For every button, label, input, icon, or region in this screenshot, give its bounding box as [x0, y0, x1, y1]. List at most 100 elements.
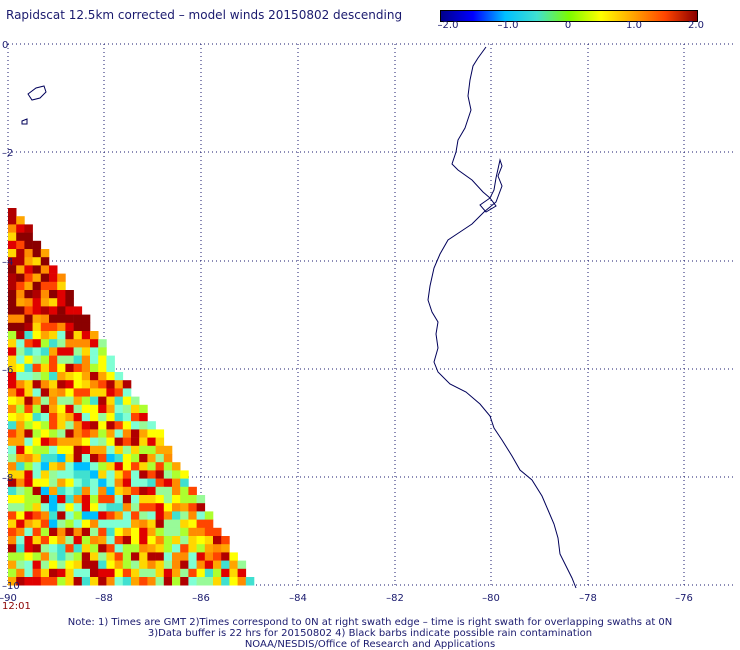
- wind-cell: [90, 552, 99, 561]
- wind-cell: [49, 314, 58, 324]
- y-tick-label: –10: [2, 581, 20, 592]
- wind-cell: [24, 224, 33, 233]
- wind-cell: [114, 552, 124, 561]
- wind-cell: [16, 273, 25, 283]
- wind-cell: [73, 527, 83, 537]
- wind-cell: [24, 470, 33, 479]
- wind-cell: [139, 437, 148, 447]
- wind-cell: [81, 413, 91, 422]
- wind-cell: [65, 290, 74, 299]
- wind-cell: [221, 568, 230, 578]
- wind-cell: [57, 273, 66, 283]
- wind-cell: [65, 511, 74, 520]
- wind-cell: [8, 486, 17, 496]
- colorbar-label: 1.0: [626, 20, 642, 31]
- wind-cell: [16, 306, 25, 315]
- wind-cell: [114, 396, 124, 406]
- wind-cell: [16, 421, 25, 430]
- wind-cell: [204, 560, 214, 570]
- wind-cell: [57, 290, 66, 299]
- wind-cell: [16, 347, 25, 356]
- wind-cell: [122, 577, 132, 586]
- wind-cell: [8, 257, 17, 266]
- wind-cell: [81, 503, 91, 512]
- wind-cell: [155, 437, 165, 447]
- wind-cell: [106, 536, 115, 545]
- wind-cell: [98, 544, 107, 553]
- wind-cell: [122, 536, 132, 545]
- wind-cell: [32, 388, 42, 397]
- wind-cell: [81, 511, 91, 520]
- wind-cell: [32, 322, 42, 332]
- wind-cell: [139, 486, 148, 496]
- wind-cell: [131, 560, 140, 570]
- wind-cell: [16, 249, 25, 258]
- wind-cell: [24, 273, 33, 283]
- wind-swath: [8, 208, 255, 586]
- wind-cell: [32, 290, 42, 299]
- wind-cell: [57, 503, 66, 512]
- colorbar-label: 2.0: [688, 20, 704, 31]
- wind-cell: [16, 339, 25, 348]
- wind-cell: [114, 495, 124, 504]
- wind-cell: [73, 363, 83, 373]
- wind-cell: [24, 265, 33, 274]
- wind-cell: [65, 544, 74, 553]
- wind-cell: [172, 560, 181, 570]
- wind-cell: [106, 560, 115, 570]
- wind-cell: [147, 527, 156, 537]
- wind-cell: [98, 577, 107, 586]
- wind-cell: [81, 363, 91, 373]
- wind-cell: [114, 536, 124, 545]
- wind-cell: [24, 232, 33, 242]
- wind-cell: [106, 552, 115, 561]
- wind-cell: [204, 544, 214, 553]
- wind-cell: [16, 216, 25, 225]
- wind-cell: [65, 363, 74, 373]
- wind-cell: [8, 388, 17, 397]
- wind-cell: [139, 527, 148, 537]
- wind-cell: [57, 527, 66, 537]
- wind-cell: [221, 544, 230, 553]
- wind-cell: [155, 527, 165, 537]
- wind-cell: [90, 445, 99, 455]
- wind-cell: [196, 495, 206, 504]
- wind-cell: [81, 577, 91, 586]
- wind-cell: [188, 503, 197, 512]
- wind-cell: [32, 478, 42, 488]
- wind-cell: [106, 363, 115, 373]
- wind-cell: [81, 470, 91, 479]
- wind-cell: [57, 544, 66, 553]
- wind-cell: [49, 380, 58, 389]
- wind-cell: [65, 527, 74, 537]
- wind-cell: [106, 454, 115, 463]
- wind-cell: [106, 544, 115, 553]
- wind-cell: [24, 486, 33, 496]
- wind-cell: [122, 454, 132, 463]
- wind-cell: [32, 437, 42, 447]
- wind-cell: [40, 413, 50, 422]
- wind-cell: [131, 486, 140, 496]
- wind-cell: [90, 421, 99, 430]
- wind-cell: [163, 445, 173, 455]
- wind-cell: [196, 560, 206, 570]
- wind-cell: [163, 462, 173, 471]
- wind-cell: [90, 331, 99, 340]
- wind-cell: [16, 552, 25, 561]
- wind-cell: [32, 396, 42, 406]
- wind-cell: [131, 511, 140, 520]
- wind-cell: [147, 519, 156, 529]
- wind-cell: [24, 536, 33, 545]
- chart-title: Rapidscat 12.5km corrected – model winds…: [6, 8, 403, 22]
- swath-time-label: 12:01: [2, 601, 31, 612]
- wind-cell: [49, 437, 58, 447]
- wind-cell: [139, 470, 148, 479]
- wind-cell: [98, 421, 107, 430]
- wind-cell: [155, 577, 165, 586]
- wind-cell: [131, 544, 140, 553]
- wind-cell: [98, 568, 107, 578]
- wind-cell: [114, 527, 124, 537]
- wind-cell: [73, 421, 83, 430]
- wind-cell: [65, 388, 74, 397]
- wind-cell: [49, 372, 58, 381]
